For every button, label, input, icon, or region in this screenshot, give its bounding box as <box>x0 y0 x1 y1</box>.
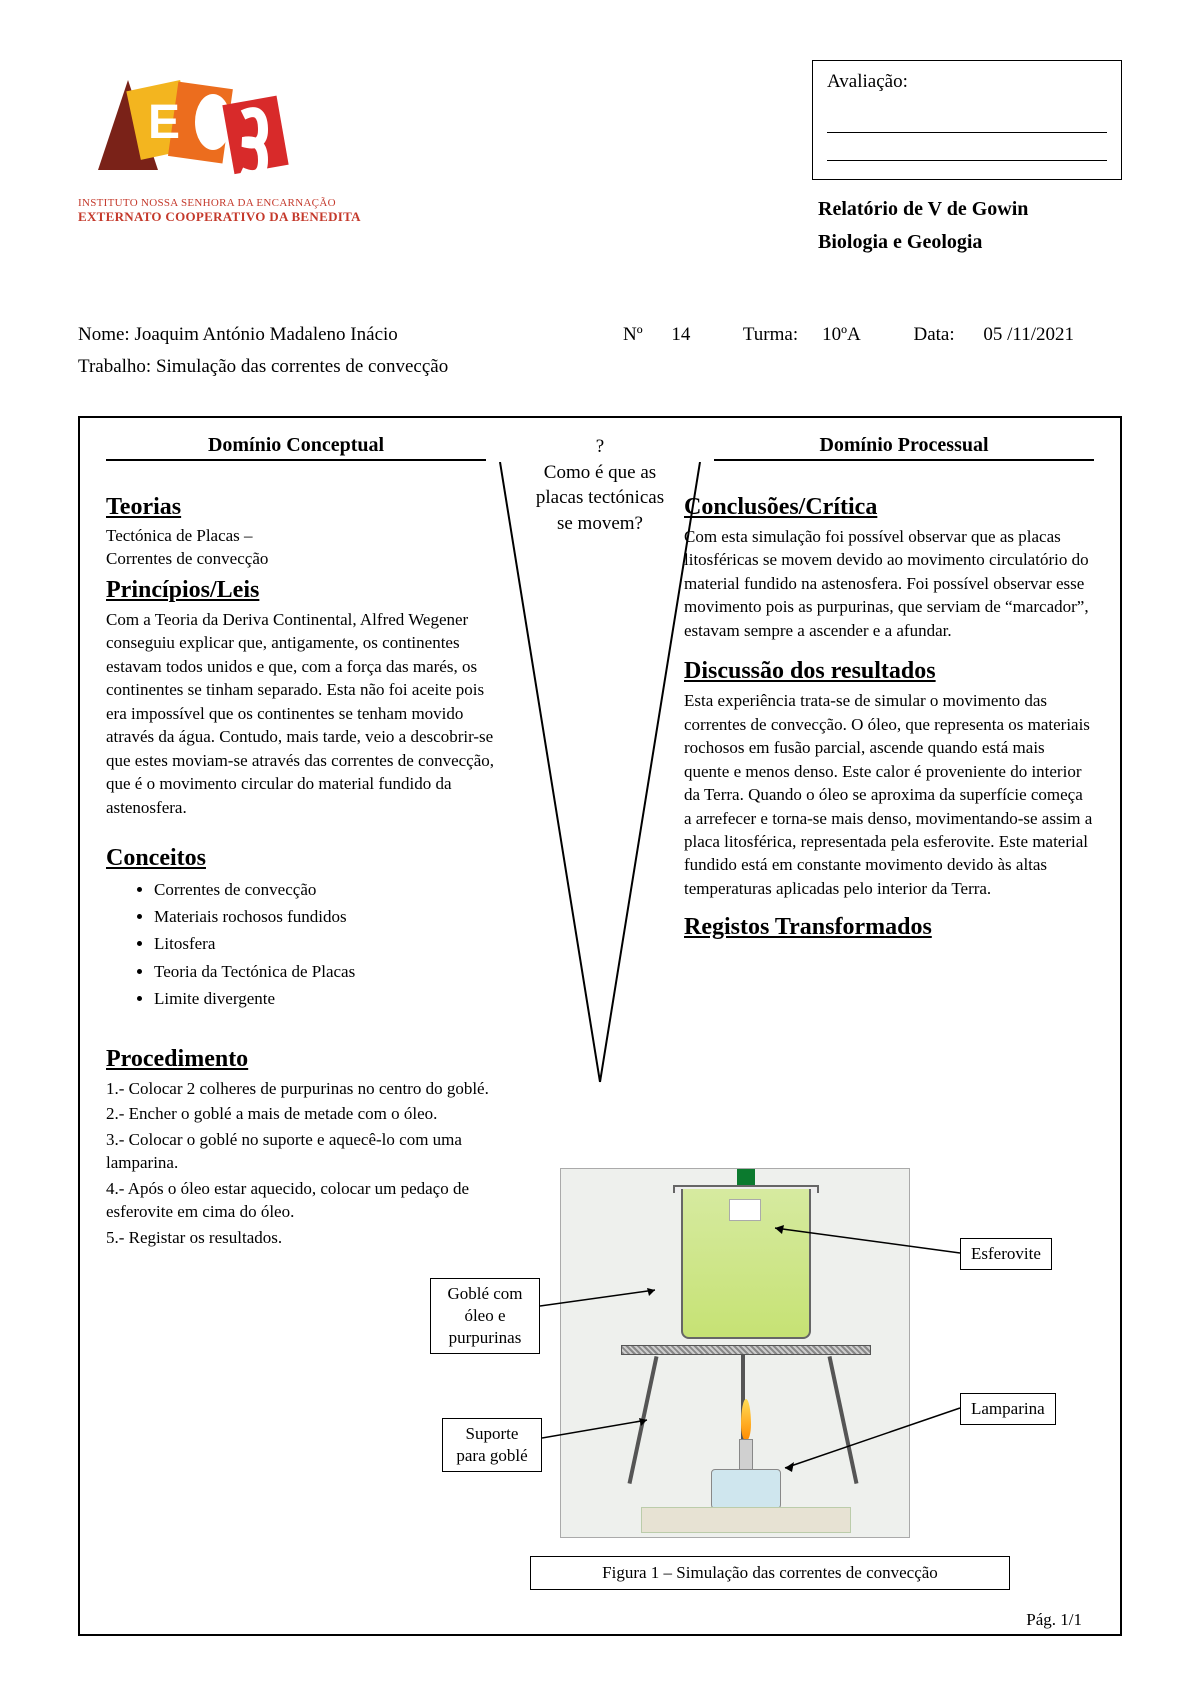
meta-trabalho: Trabalho: Simulação das correntes de con… <box>78 356 448 378</box>
conceitos-heading: Conceitos <box>106 845 506 872</box>
svg-text:E: E <box>148 96 180 149</box>
header: E INSTITUTO NOSSA SENHORA DA ENCARNAÇÃO … <box>78 60 1122 264</box>
evaluation-box: Avaliação: <box>812 60 1122 180</box>
list-item: Correntes de convecção <box>154 876 506 903</box>
principios-heading: Princípios/Leis <box>106 577 506 604</box>
list-item: Teoria da Tectónica de Placas <box>154 958 506 985</box>
arrow-icon <box>780 1406 965 1476</box>
principios-text: Com a Teoria da Deriva Continental, Alfr… <box>106 608 506 819</box>
procedimento-heading: Procedimento <box>106 1046 506 1073</box>
logo-line2: EXTERNATO COOPERATIVO DA BENEDITA <box>78 209 378 225</box>
conceitos-list: Correntes de convecção Materiais rochoso… <box>106 876 506 1012</box>
domain-processual: Domínio Processual <box>714 434 1094 461</box>
logo-icon: E <box>78 60 318 190</box>
meta-right: Nº 14 Turma:10ºA Data: 05 /11/2021 <box>623 324 1122 388</box>
discussao-heading: Discussão dos resultados <box>684 658 1094 685</box>
callout-suporte: Suporte para goblé <box>442 1418 542 1472</box>
arrow-icon <box>540 1288 660 1308</box>
proc-step: 2.- Encher o goblé a mais de metade com … <box>106 1102 506 1125</box>
gowin-v-box: Domínio Conceptual Domínio Processual ? … <box>78 416 1122 1636</box>
report-titles: Relatório de V de Gowin Biologia e Geolo… <box>812 198 1122 254</box>
registos-heading: Registos Transformados <box>684 914 1094 941</box>
meta-row: Nome: Joaquim António Madaleno Inácio Tr… <box>78 324 1122 388</box>
page-number: Pág. 1/1 <box>1026 1610 1082 1630</box>
teorias-heading: Teorias <box>106 494 506 521</box>
conceptual-column: Teorias Tectónica de Placas – Correntes … <box>106 488 506 1251</box>
domain-conceptual: Domínio Conceptual <box>106 434 486 461</box>
arrow-icon <box>770 1223 965 1263</box>
logo-block: E INSTITUTO NOSSA SENHORA DA ENCARNAÇÃO … <box>78 60 378 225</box>
focus-question: ? Como é que as placas tectónicas se mov… <box>535 434 665 537</box>
meta-nome: Nome: Joaquim António Madaleno Inácio <box>78 324 448 346</box>
proc-step: 4.- Após o óleo estar aquecido, colocar … <box>106 1177 506 1224</box>
procedimento-list: 1.- Colocar 2 colheres de purpurinas no … <box>106 1077 506 1249</box>
report-title-1: Relatório de V de Gowin <box>818 198 1122 221</box>
callout-goble: Goblé com óleo e purpurinas <box>430 1278 540 1354</box>
callout-lamparina: Lamparina <box>960 1393 1056 1425</box>
conclusoes-heading: Conclusões/Crítica <box>684 494 1094 521</box>
experiment-figure: Goblé com óleo e purpurinas Suporte para… <box>470 1168 1070 1608</box>
logo-line1: INSTITUTO NOSSA SENHORA DA ENCARNAÇÃO <box>78 197 378 209</box>
meta-data: Data: 05 /11/2021 <box>913 324 1098 345</box>
meta-numero: Nº 14 <box>623 324 714 345</box>
evaluation-label: Avaliação: <box>827 71 1107 93</box>
evaluation-line-2 <box>827 139 1107 161</box>
meta-left: Nome: Joaquim António Madaleno Inácio Tr… <box>78 324 448 388</box>
proc-step: 1.- Colocar 2 colheres de purpurinas no … <box>106 1077 506 1100</box>
v-shape-icon <box>490 462 710 1102</box>
proc-step: 3.- Colocar o goblé no suporte e aquecê-… <box>106 1128 506 1175</box>
meta-turma: Turma:10ºA <box>743 324 885 345</box>
list-item: Litosfera <box>154 930 506 957</box>
discussao-text: Esta experiência trata-se de simular o m… <box>684 689 1094 900</box>
figure-caption: Figura 1 – Simulação das correntes de co… <box>530 1556 1010 1590</box>
report-title-2: Biologia e Geologia <box>818 231 1122 254</box>
teorias-text: Tectónica de Placas – Correntes de conve… <box>106 525 506 571</box>
conclusoes-text: Com esta simulação foi possível observar… <box>684 525 1094 642</box>
processual-column: Conclusões/Crítica Com esta simulação fo… <box>684 488 1094 945</box>
list-item: Materiais rochosos fundidos <box>154 903 506 930</box>
evaluation-block: Avaliação: Relatório de V de Gowin Biolo… <box>812 60 1122 264</box>
callout-esferovite: Esferovite <box>960 1238 1052 1270</box>
proc-step: 5.- Registar os resultados. <box>106 1226 506 1249</box>
arrow-icon <box>542 1418 652 1448</box>
list-item: Limite divergente <box>154 985 506 1012</box>
evaluation-line-1 <box>827 111 1107 133</box>
